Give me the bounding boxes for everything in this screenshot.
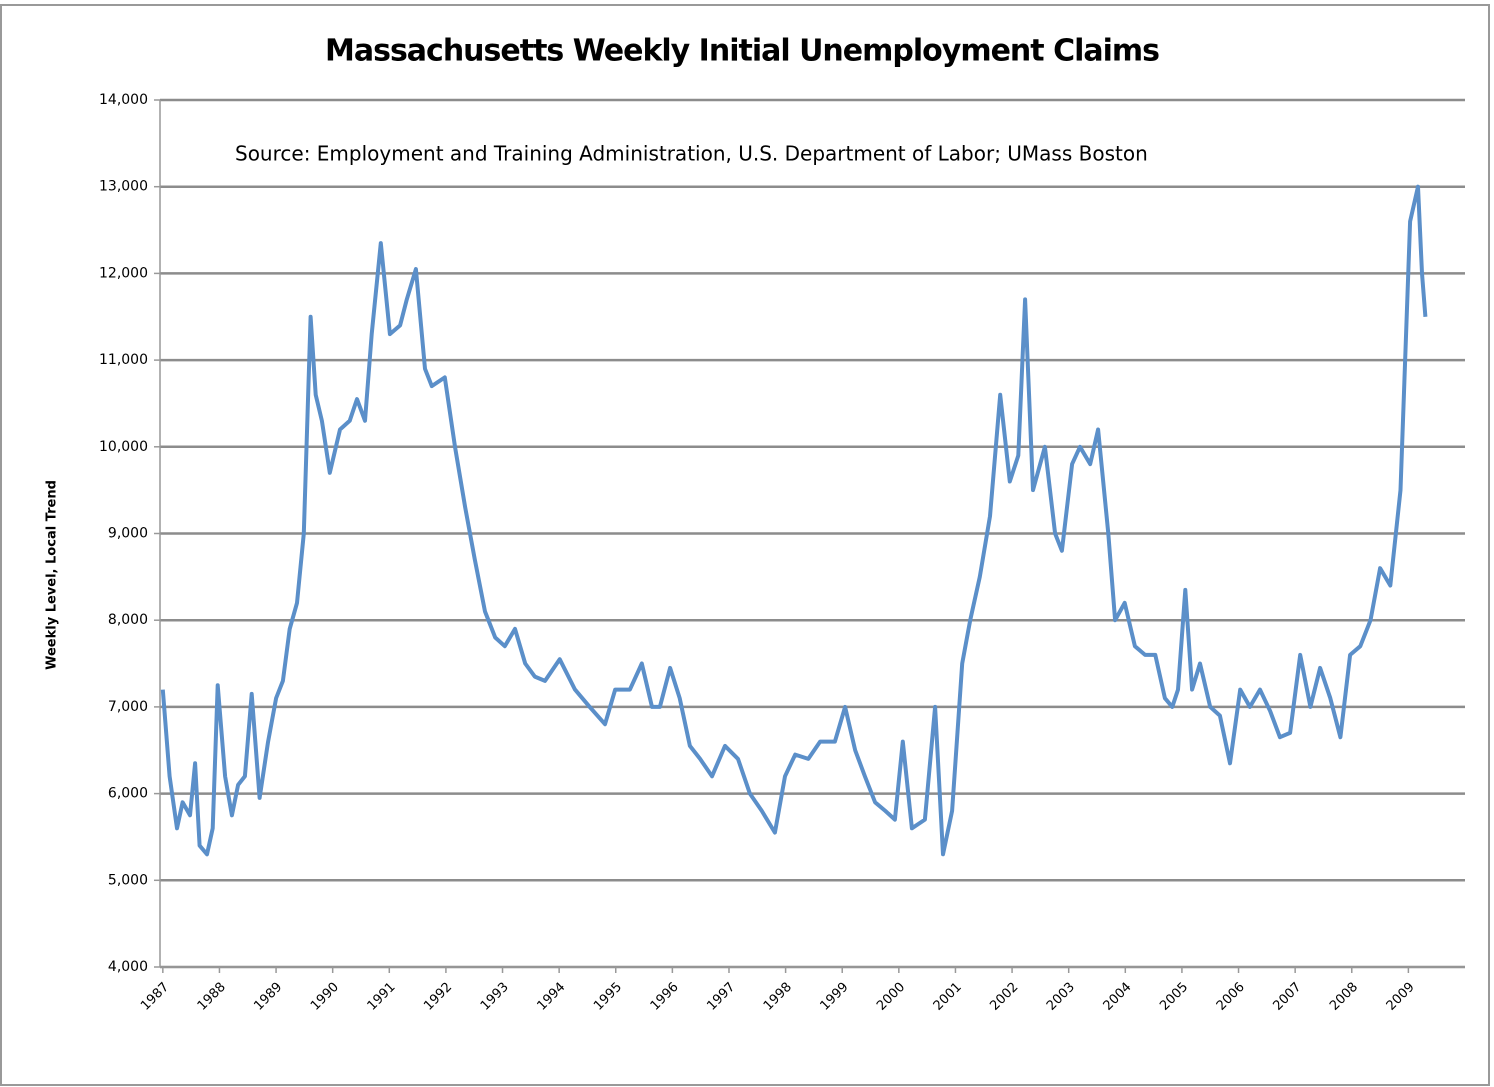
y-tick-label: 13,000 [99, 179, 148, 195]
y-axis-label: Weekly Level, Local Trend [45, 480, 60, 670]
chart-title: Massachusetts Weekly Initial Unemploymen… [325, 34, 1159, 69]
y-tick-label: 12,000 [99, 265, 148, 281]
y-tick-label: 14,000 [99, 92, 148, 108]
y-tick-label: 4,000 [108, 959, 148, 975]
y-tick-label: 5,000 [108, 872, 148, 888]
y-tick-label: 10,000 [99, 439, 148, 455]
y-tick-label: 8,000 [108, 612, 148, 628]
annotation: Source: Employment and Training Administ… [235, 142, 1148, 166]
y-tick-label: 6,000 [108, 786, 148, 802]
y-tick-label: 7,000 [108, 699, 148, 715]
data-line [160, 184, 1428, 857]
y-tick-label: 9,000 [108, 526, 148, 542]
y-tick-label: 11,000 [99, 352, 148, 368]
chart-frame [0, 4, 1490, 1086]
